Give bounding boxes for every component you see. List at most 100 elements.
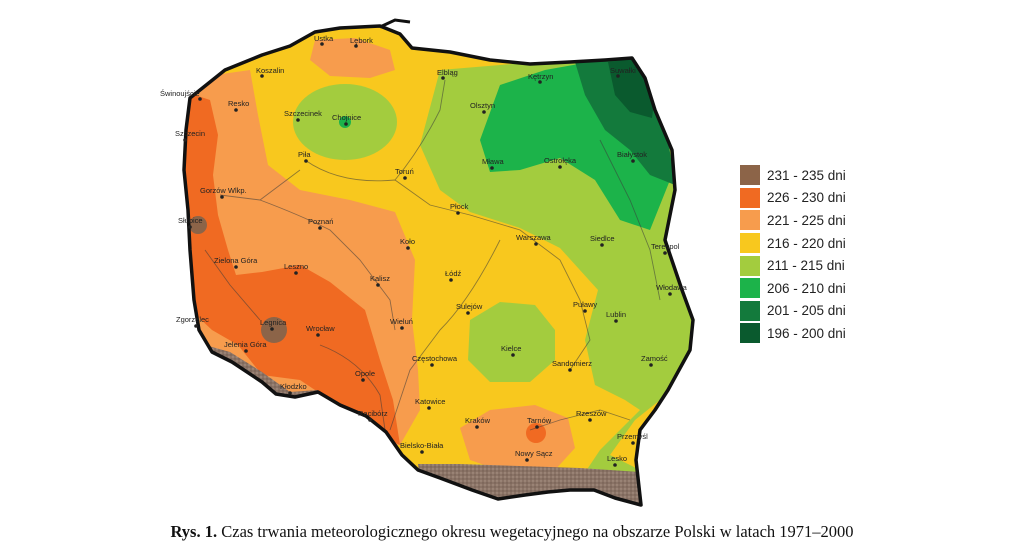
city-marker [538, 80, 542, 84]
city-marker [441, 76, 445, 80]
city-marker [234, 108, 238, 112]
city-label: Katowice [415, 397, 445, 406]
city-label: Racibórz [358, 409, 388, 418]
city-marker [270, 327, 274, 331]
rivers [204, 79, 661, 431]
city-marker [558, 165, 562, 169]
city-label: Sulejów [456, 302, 483, 311]
city-marker [663, 251, 667, 255]
zone-226-230-tarnow [526, 423, 546, 443]
city-label: Szczecin [175, 129, 205, 138]
city-label: Piła [298, 150, 311, 159]
city-marker [220, 195, 224, 199]
city-marker [294, 271, 298, 275]
city-label: Legnica [260, 318, 287, 327]
city-label: Zgorzelec [176, 315, 209, 324]
city-label: Opole [355, 369, 375, 378]
legend-label: 201 - 205 dni [767, 303, 846, 319]
city-marker [320, 42, 324, 46]
city-label: Łódź [445, 269, 462, 278]
city-label: Puławy [573, 300, 597, 309]
city-label: Częstochowa [412, 354, 458, 363]
city-marker [344, 122, 348, 126]
city-marker [183, 138, 187, 142]
city-marker [649, 363, 653, 367]
caption-label: Rys. 1. [170, 522, 218, 541]
city-label: Elbląg [437, 68, 458, 77]
city-label: Gorzów Wlkp. [200, 186, 247, 195]
city-marker [466, 311, 470, 315]
city-marker [456, 211, 460, 215]
city-label: Słubice [178, 216, 203, 225]
city-marker [188, 225, 192, 229]
city-label: Wrocław [306, 324, 335, 333]
city-marker [568, 368, 572, 372]
city-marker [354, 44, 358, 48]
city-marker [296, 118, 300, 122]
legend-label: 221 - 225 dni [767, 212, 846, 228]
city-label: Szczecinek [284, 109, 322, 118]
city-marker [316, 333, 320, 337]
city-label: Resko [228, 99, 249, 108]
hel-peninsula [379, 18, 411, 29]
city-label: Koło [400, 237, 415, 246]
legend-item: 201 - 205 dni [740, 300, 846, 323]
legend-swatch [740, 255, 760, 276]
city-marker [234, 265, 238, 269]
zone-221-225-south [460, 405, 575, 472]
city-label: Ustka [314, 34, 334, 43]
city-label: Nowy Sącz [515, 449, 553, 458]
city-label: Terespol [651, 242, 680, 251]
city-label: Lublin [606, 310, 626, 319]
city-label: Mława [482, 157, 505, 166]
legend-item: 226 - 230 dni [740, 187, 846, 210]
poland-border [182, 24, 695, 507]
zone-206-210-chojnice [339, 116, 351, 128]
city-label: Zamość [641, 354, 668, 363]
city-label: Kalisz [370, 274, 390, 283]
city-label: Kraków [465, 416, 491, 425]
city-label: Płock [450, 202, 469, 211]
legend-label: 216 - 220 dni [767, 235, 846, 251]
city-label: Olsztyn [470, 101, 495, 110]
city-marker [376, 283, 380, 287]
legend-swatch [740, 300, 760, 321]
city-label: Leszno [284, 262, 308, 271]
caption-text: Czas trwania meteorologicznego okresu we… [221, 522, 854, 541]
city-marker [406, 246, 410, 250]
legend-item: 231 - 235 dni [740, 164, 846, 187]
city-label: Rzeszów [576, 409, 607, 418]
city-label: Sandomierz [552, 359, 592, 368]
city-marker [430, 363, 434, 367]
city-marker [668, 292, 672, 296]
legend-swatch [740, 187, 760, 208]
city-marker [482, 110, 486, 114]
zone-231-235-carpathians [418, 464, 645, 505]
legend-swatch [740, 165, 760, 186]
city-marker [318, 226, 322, 230]
city-marker [614, 319, 618, 323]
legend-item: 206 - 210 dni [740, 277, 846, 300]
city-marker [475, 425, 479, 429]
city-marker [490, 166, 494, 170]
city-marker [449, 278, 453, 282]
legend-label: 226 - 230 dni [767, 190, 846, 206]
city-marker [534, 242, 538, 246]
city-label: Włodawa [656, 283, 688, 292]
city-marker [583, 309, 587, 313]
city-label: Jelenia Góra [224, 340, 267, 349]
city-marker [613, 463, 617, 467]
legend-item: 196 - 200 dni [740, 322, 846, 345]
city-marker [368, 418, 372, 422]
city-label: Świnoujście [160, 89, 200, 98]
city-marker [400, 326, 404, 330]
city-label: Bielsko-Biała [400, 441, 444, 450]
city-label: Warszawa [516, 233, 552, 242]
legend-label: 231 - 235 dni [767, 167, 846, 183]
zone-221-225-north [310, 38, 395, 78]
zone-231-235-legnica [261, 317, 287, 343]
city-marker [511, 353, 515, 357]
city-label: Kielce [501, 344, 521, 353]
city-marker [631, 441, 635, 445]
